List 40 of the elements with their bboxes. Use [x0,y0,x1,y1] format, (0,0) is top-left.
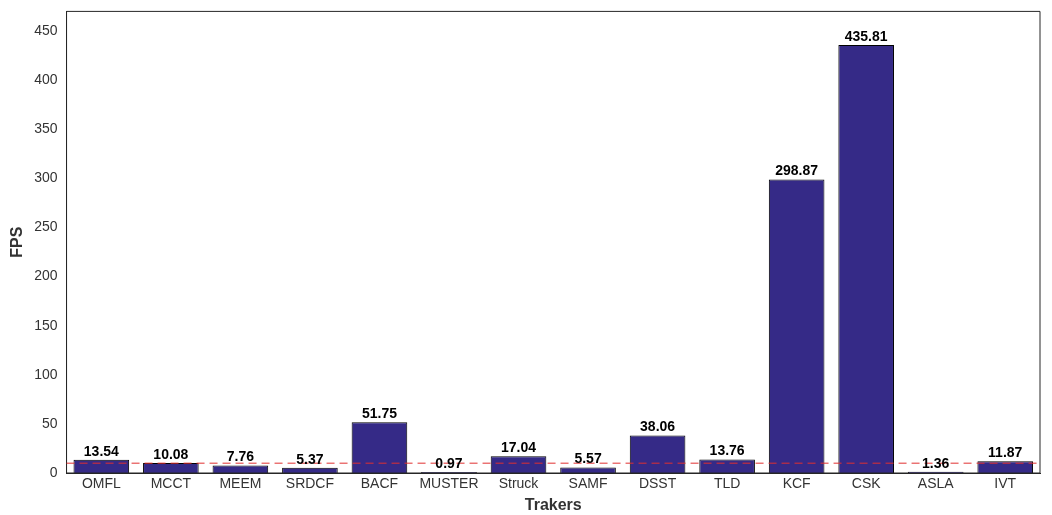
x-tick-label: BACF [360,475,399,492]
x-tick-label: CSK [851,475,882,492]
data-label: 5.57 [574,450,602,467]
x-tick-label: MEEM [219,475,262,492]
x-tick-label: SAMF [568,475,608,492]
data-label: 0.97 [435,454,463,471]
x-tick-label: Struck [498,475,540,492]
data-label: 17.04 [500,439,537,456]
y-tick-label: 250 [34,218,58,235]
y-tick-label: 100 [34,365,58,382]
data-label: 7.76 [226,448,255,465]
y-tick-label: 0 [49,463,58,480]
y-tick-label: 350 [34,120,58,137]
y-tick-label: 50 [41,414,58,431]
data-label: 13.54 [83,442,120,459]
x-tick-label: SRDCF [285,475,335,492]
x-tick-label: KCF [782,475,811,492]
x-tick-label: TLD [713,475,741,492]
data-label: 13.76 [709,442,745,459]
y-tick-label: 300 [34,169,58,186]
x-axis-title: Trakers [524,495,582,513]
y-tick-label: 150 [34,316,58,333]
y-tick-label: 400 [34,71,58,88]
x-tick-label: DSST [638,475,677,492]
y-axis-title: FPS [8,226,26,258]
y-tick-label: 450 [34,21,58,38]
data-label: 298.87 [775,162,819,179]
data-label: 51.75 [361,405,398,422]
x-tick-label: MCCT [150,475,192,492]
data-label: 10.08 [153,445,189,462]
x-tick-label: IVT [994,475,1017,492]
x-tick-label: OMFL [81,475,121,492]
x-tick-label: MUSTER [419,475,479,492]
data-label: 5.37 [296,450,324,467]
data-label: 38.06 [640,418,676,435]
data-label: 435.81 [844,27,888,44]
x-tick-label: ASLA [917,475,955,492]
y-tick-label: 200 [34,267,58,284]
data-label: 11.87 [988,444,1023,461]
data-label: 1.36 [922,454,950,471]
